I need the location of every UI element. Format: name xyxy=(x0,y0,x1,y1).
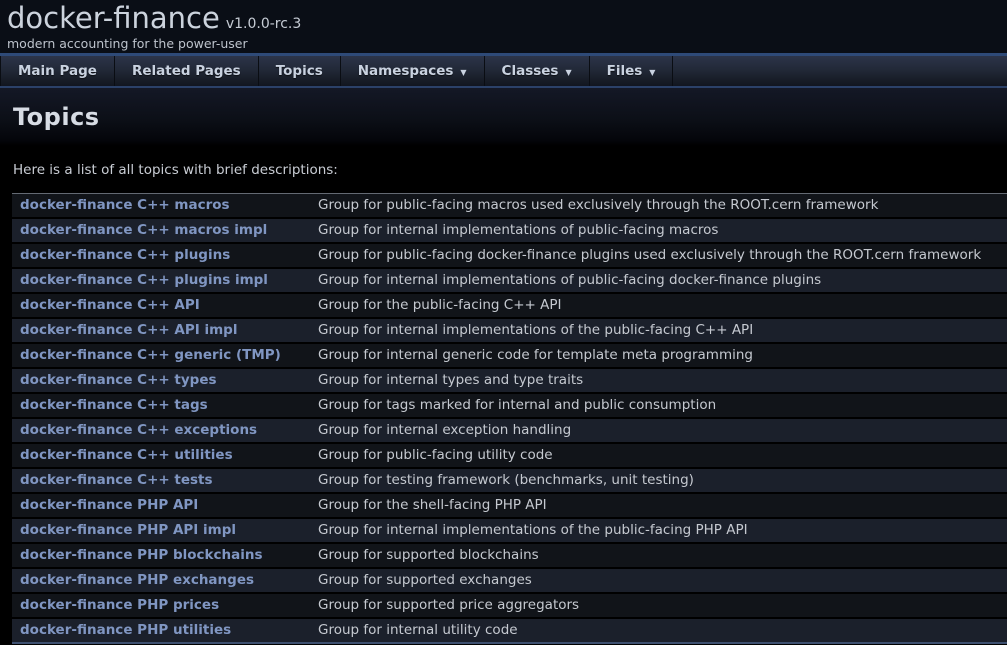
title-area: docker-finance v1.0.0-rc.3 modern account… xyxy=(0,0,1007,53)
nav-tab-files[interactable]: Files ▼ xyxy=(588,56,674,86)
page-title: Topics xyxy=(13,103,100,131)
project-brief: modern accounting for the power-user xyxy=(7,36,248,51)
table-row: docker-finance C++ macros impl Group for… xyxy=(12,217,1007,243)
nav-tab-label: Namespaces xyxy=(357,63,454,79)
topic-entry-cell: docker-finance C++ utilities xyxy=(12,442,310,468)
table-row: docker-finance C++ types Group for inter… xyxy=(12,367,1007,393)
topic-link[interactable]: docker-finance C++ generic (TMP) xyxy=(20,347,281,363)
topic-link[interactable]: docker-finance PHP API xyxy=(20,497,199,513)
table-row: docker-finance PHP blockchains Group for… xyxy=(12,542,1007,568)
topic-description: Group for tags marked for internal and p… xyxy=(310,392,1007,418)
table-row: docker-finance C++ macros Group for publ… xyxy=(12,193,1007,219)
chevron-down-icon: ▼ xyxy=(565,67,572,77)
nav-tab-label: Related Pages xyxy=(131,63,241,79)
topic-entry-cell: docker-finance C++ tags xyxy=(12,392,310,418)
topic-description: Group for public-facing docker-finance p… xyxy=(310,242,1007,268)
topic-description: Group for internal implementations of pu… xyxy=(310,217,1007,243)
contents: Here is a list of all topics with brief … xyxy=(0,162,1007,644)
table-row: docker-finance PHP prices Group for supp… xyxy=(12,592,1007,618)
topic-entry-cell: docker-finance C++ API xyxy=(12,292,310,318)
topic-entry-cell: docker-finance PHP exchanges xyxy=(12,567,310,593)
topic-description: Group for internal utility code xyxy=(310,617,1007,643)
table-row: docker-finance C++ exceptions Group for … xyxy=(12,417,1007,443)
table-row: docker-finance C++ API Group for the pub… xyxy=(12,292,1007,318)
topic-entry-cell: docker-finance C++ tests xyxy=(12,467,310,493)
topic-link[interactable]: docker-finance C++ utilities xyxy=(20,447,233,463)
topic-entry-cell: docker-finance PHP utilities xyxy=(12,617,310,643)
topics-table: docker-finance C++ macros Group for publ… xyxy=(12,193,1007,644)
topic-description: Group for public-facing utility code xyxy=(310,442,1007,468)
topic-entry-cell: docker-finance C++ plugins xyxy=(12,242,310,268)
nav-tab-label: Topics xyxy=(275,63,323,79)
topic-entry-cell: docker-finance PHP API xyxy=(12,492,310,518)
topic-entry-cell: docker-finance C++ types xyxy=(12,367,310,393)
topic-link[interactable]: docker-finance C++ tags xyxy=(20,397,208,413)
nav-tab-label: Classes xyxy=(501,63,559,79)
topic-link[interactable]: docker-finance C++ macros xyxy=(20,197,230,213)
topic-entry-cell: docker-finance C++ API impl xyxy=(12,317,310,343)
topic-entry-cell: docker-finance PHP API impl xyxy=(12,517,310,543)
nav-tab-main-page[interactable]: Main Page xyxy=(0,56,114,86)
topic-link[interactable]: docker-finance PHP API impl xyxy=(20,522,237,538)
topic-link[interactable]: docker-finance PHP utilities xyxy=(20,622,232,638)
nav-tab-related-pages[interactable]: Related Pages xyxy=(113,56,258,86)
topic-entry-cell: docker-finance PHP prices xyxy=(12,592,310,618)
chevron-down-icon: ▼ xyxy=(649,67,656,77)
topic-link[interactable]: docker-finance C++ exceptions xyxy=(20,422,258,438)
topic-description: Group for internal generic code for temp… xyxy=(310,342,1007,368)
nav-tab-namespaces[interactable]: Namespaces ▼ xyxy=(339,56,484,86)
topic-description: Group for supported exchanges xyxy=(310,567,1007,593)
table-row: docker-finance PHP utilities Group for i… xyxy=(12,617,1007,643)
topic-description: Group for internal implementations of pu… xyxy=(310,267,1007,293)
nav-tab-topics[interactable]: Topics xyxy=(257,56,340,86)
project-name: docker-finance xyxy=(7,1,220,35)
topic-link[interactable]: docker-finance PHP exchanges xyxy=(20,572,255,588)
table-row: docker-finance C++ tests Group for testi… xyxy=(12,467,1007,493)
topic-entry-cell: docker-finance PHP blockchains xyxy=(12,542,310,568)
topic-link[interactable]: docker-finance C++ plugins impl xyxy=(20,272,268,288)
topic-entry-cell: docker-finance C++ generic (TMP) xyxy=(12,342,310,368)
nav-tab-label: Files xyxy=(606,63,643,79)
topic-entry-cell: docker-finance C++ exceptions xyxy=(12,417,310,443)
intro-text: Here is a list of all topics with brief … xyxy=(13,162,338,178)
topic-description: Group for the shell-facing PHP API xyxy=(310,492,1007,518)
table-row: docker-finance C++ API impl Group for in… xyxy=(12,317,1007,343)
topic-link[interactable]: docker-finance C++ types xyxy=(20,372,217,388)
topic-description: Group for the public-facing C++ API xyxy=(310,292,1007,318)
topic-description: Group for supported blockchains xyxy=(310,542,1007,568)
project-version: v1.0.0-rc.3 xyxy=(225,16,302,32)
topic-description: Group for testing framework (benchmarks,… xyxy=(310,467,1007,493)
table-row: docker-finance PHP API Group for the she… xyxy=(12,492,1007,518)
table-row: docker-finance C++ plugins impl Group fo… xyxy=(12,267,1007,293)
table-row: docker-finance C++ plugins Group for pub… xyxy=(12,242,1007,268)
navbar: Main Page Related Pages Topics Namespace… xyxy=(0,53,1007,88)
topic-entry-cell: docker-finance C++ plugins impl xyxy=(12,267,310,293)
table-row: docker-finance C++ generic (TMP) Group f… xyxy=(12,342,1007,368)
table-row: docker-finance C++ utilities Group for p… xyxy=(12,442,1007,468)
topic-entry-cell: docker-finance C++ macros impl xyxy=(12,217,310,243)
table-row: docker-finance PHP exchanges Group for s… xyxy=(12,567,1007,593)
chevron-down-icon: ▼ xyxy=(460,67,467,77)
topic-link[interactable]: docker-finance C++ plugins xyxy=(20,247,231,263)
page-header: Topics xyxy=(0,88,1007,146)
topic-description: Group for internal implementations of th… xyxy=(310,517,1007,543)
topic-description: Group for internal implementations of th… xyxy=(310,317,1007,343)
topic-description: Group for internal exception handling xyxy=(310,417,1007,443)
topic-description: Group for internal types and type traits xyxy=(310,367,1007,393)
topic-link[interactable]: docker-finance PHP prices xyxy=(20,597,220,613)
topic-description: Group for supported price aggregators xyxy=(310,592,1007,618)
topic-link[interactable]: docker-finance C++ tests xyxy=(20,472,213,488)
topic-link[interactable]: docker-finance PHP blockchains xyxy=(20,547,263,563)
topic-entry-cell: docker-finance C++ macros xyxy=(12,194,310,219)
topic-description: Group for public-facing macros used excl… xyxy=(318,197,879,213)
nav-tab-label: Main Page xyxy=(18,63,97,79)
topic-link[interactable]: docker-finance C++ macros impl xyxy=(20,222,268,238)
topic-link[interactable]: docker-finance C++ API impl xyxy=(20,322,238,338)
nav-tab-classes[interactable]: Classes ▼ xyxy=(483,56,589,86)
topic-link[interactable]: docker-finance C++ API xyxy=(20,297,200,313)
table-row: docker-finance C++ tags Group for tags m… xyxy=(12,392,1007,418)
table-row: docker-finance PHP API impl Group for in… xyxy=(12,517,1007,543)
